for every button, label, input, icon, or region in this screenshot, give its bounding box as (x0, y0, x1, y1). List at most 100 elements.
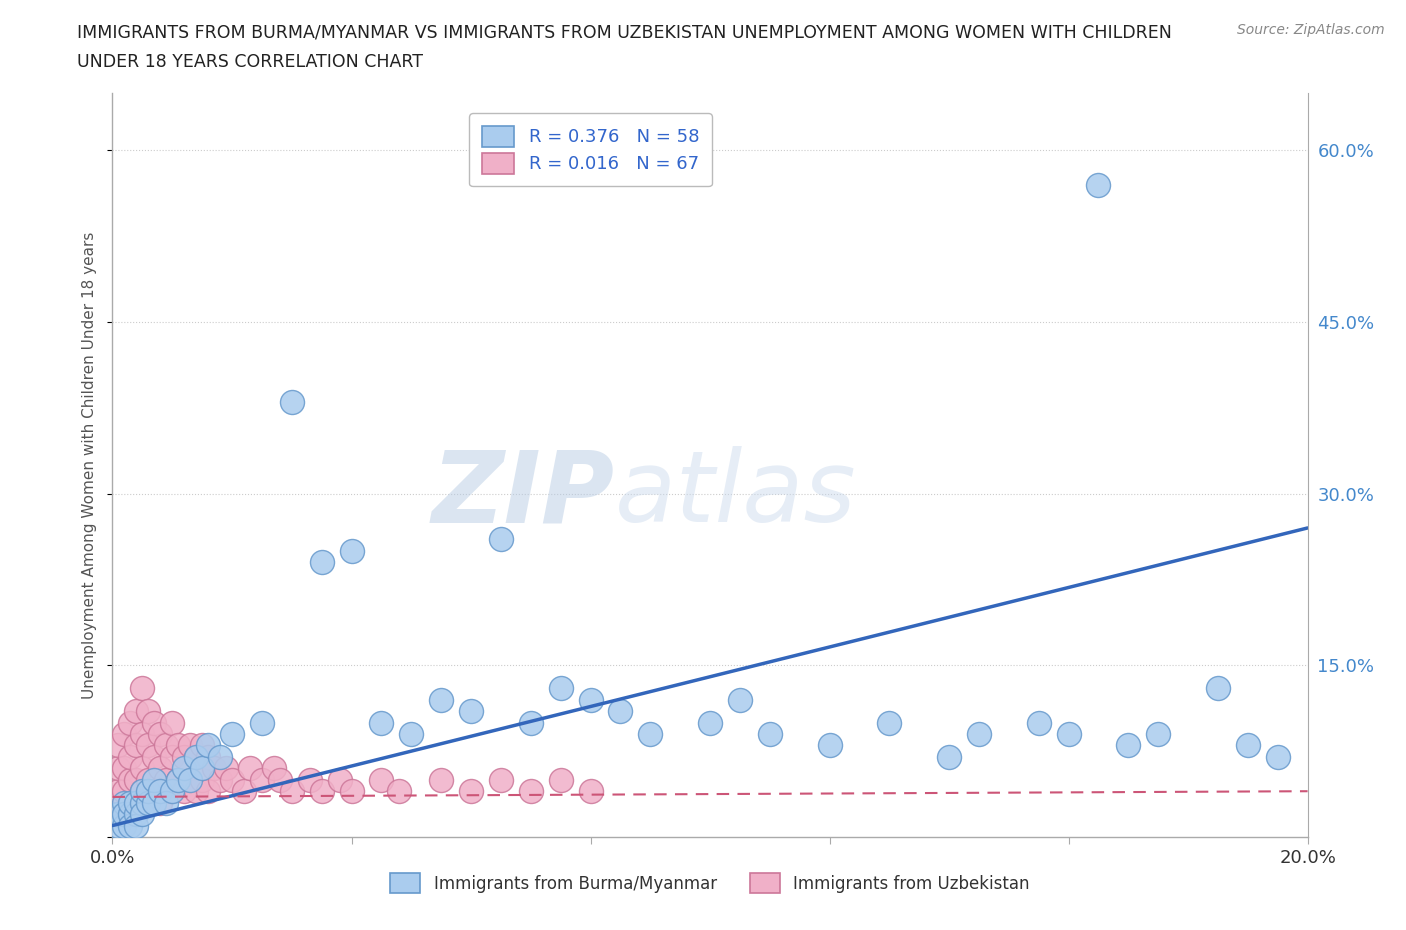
Point (149, 726, 172, 741)
Point (340, 543, 363, 558)
Point (120, 715, 142, 730)
Point (162, 784, 183, 799)
Point (202, 761, 225, 776)
Point (114, 806, 135, 821)
Point (138, 704, 160, 719)
Point (131, 681, 153, 696)
Point (209, 750, 232, 764)
Point (520, 715, 543, 730)
Point (125, 818, 148, 833)
Point (125, 795, 148, 810)
Point (460, 784, 482, 799)
Point (114, 761, 135, 776)
Point (329, 772, 352, 787)
Point (579, 692, 602, 707)
Point (281, 784, 304, 799)
Point (143, 795, 166, 810)
Point (1206, 681, 1229, 696)
Point (143, 715, 166, 730)
Point (162, 715, 183, 730)
Point (550, 681, 572, 696)
Point (1057, 726, 1080, 741)
Point (149, 761, 172, 776)
Point (162, 750, 183, 764)
Point (120, 806, 142, 821)
Point (609, 704, 631, 719)
Point (699, 715, 721, 730)
Point (155, 738, 177, 753)
Point (269, 772, 291, 787)
Point (125, 795, 148, 810)
Point (186, 750, 208, 764)
Point (125, 806, 148, 821)
Point (120, 795, 142, 810)
Text: atlas: atlas (614, 446, 856, 543)
Point (107, 784, 129, 799)
Point (173, 761, 195, 776)
Point (114, 795, 135, 810)
Point (125, 772, 148, 787)
Point (179, 772, 201, 787)
Point (131, 726, 153, 741)
Point (311, 784, 333, 799)
Point (138, 738, 160, 753)
Point (579, 784, 602, 799)
Point (640, 726, 662, 741)
Point (370, 715, 392, 730)
Point (197, 738, 219, 753)
Point (138, 772, 160, 787)
Point (221, 772, 243, 787)
Point (143, 784, 166, 799)
Point (430, 692, 453, 707)
Point (125, 704, 148, 719)
Point (759, 726, 782, 741)
Point (298, 772, 321, 787)
Point (125, 738, 148, 753)
Point (879, 715, 901, 730)
Point (179, 772, 201, 787)
Point (1028, 715, 1050, 730)
Point (401, 726, 423, 741)
Point (114, 818, 135, 833)
Point (1118, 738, 1140, 753)
Point (143, 750, 166, 764)
Point (191, 761, 214, 776)
Point (233, 784, 256, 799)
Point (197, 784, 219, 799)
Point (162, 784, 183, 799)
Point (520, 784, 543, 799)
Point (149, 795, 172, 810)
Point (191, 738, 214, 753)
Text: IMMIGRANTS FROM BURMA/MYANMAR VS IMMIGRANTS FROM UZBEKISTAN UNEMPLOYMENT AMONG W: IMMIGRANTS FROM BURMA/MYANMAR VS IMMIGRA… (77, 23, 1173, 41)
Point (370, 772, 392, 787)
Point (138, 795, 160, 810)
Point (120, 795, 142, 810)
Point (263, 761, 285, 776)
Point (1237, 738, 1260, 753)
Point (938, 750, 960, 764)
Point (173, 750, 195, 764)
Point (311, 555, 333, 570)
Point (388, 784, 411, 799)
Text: Source: ZipAtlas.com: Source: ZipAtlas.com (1237, 23, 1385, 37)
Point (131, 784, 153, 799)
Point (114, 726, 135, 741)
Point (250, 715, 273, 730)
Text: UNDER 18 YEARS CORRELATION CHART: UNDER 18 YEARS CORRELATION CHART (77, 53, 423, 71)
Point (250, 772, 273, 787)
Point (114, 806, 135, 821)
Point (120, 772, 142, 787)
Point (149, 784, 172, 799)
Point (167, 738, 190, 753)
Point (167, 772, 190, 787)
Point (489, 772, 512, 787)
Point (131, 784, 153, 799)
Point (155, 772, 177, 787)
Point (186, 750, 208, 764)
Point (173, 784, 195, 799)
Point (131, 806, 153, 821)
Point (215, 761, 238, 776)
Y-axis label: Unemployment Among Women with Children Under 18 years: Unemployment Among Women with Children U… (82, 232, 97, 698)
Point (489, 532, 512, 547)
Point (1147, 726, 1170, 741)
